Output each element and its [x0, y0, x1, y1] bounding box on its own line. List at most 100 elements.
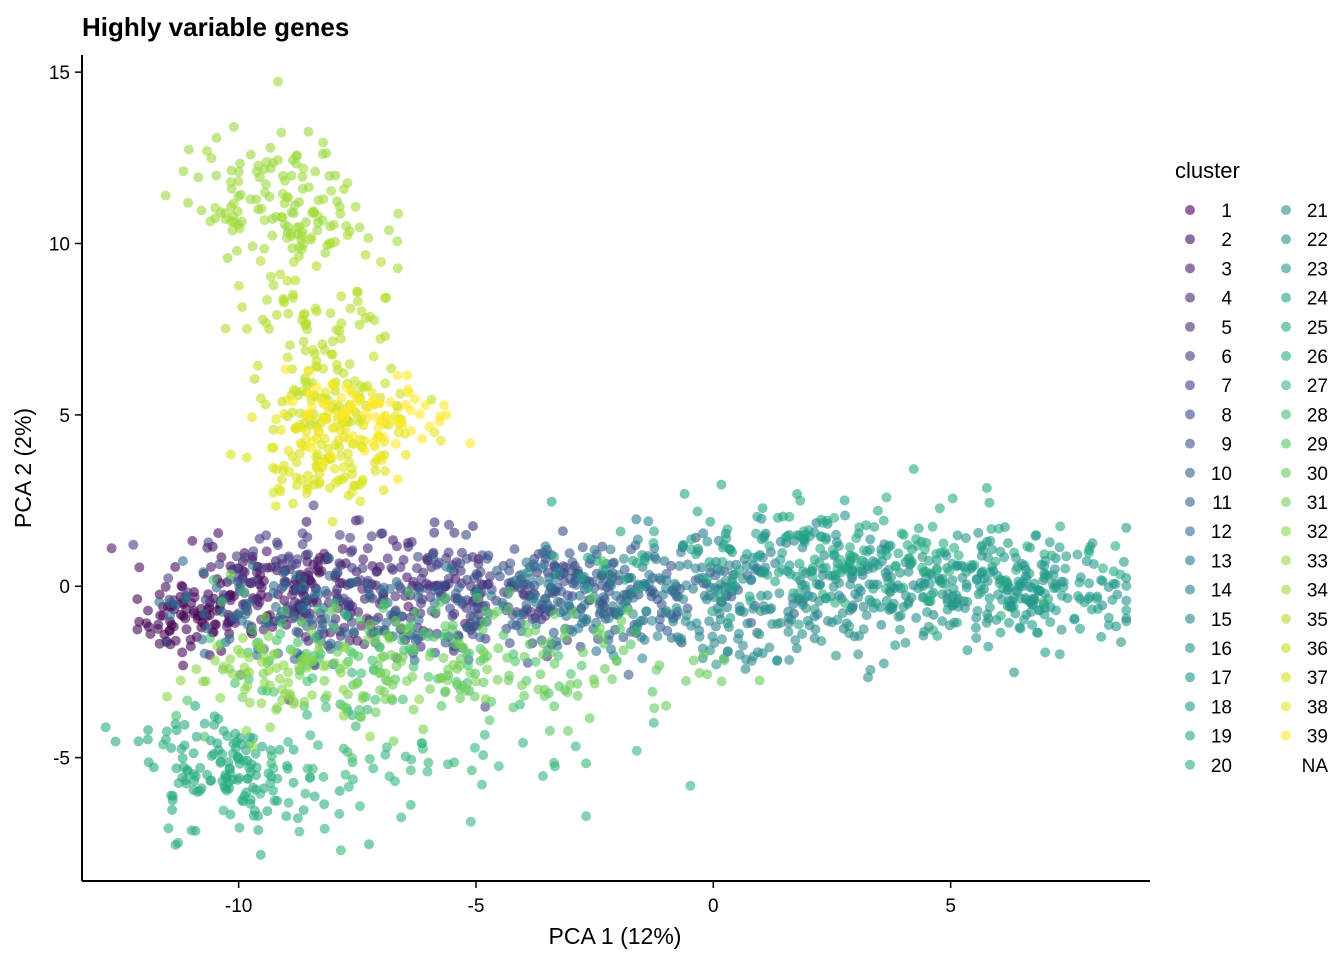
scatter-point-cluster-18	[1057, 590, 1067, 601]
scatter-point-cluster-21	[690, 563, 701, 574]
scatter-point-cluster-33	[178, 166, 189, 177]
scatter-point-cluster-38	[266, 442, 277, 453]
scatter-point-cluster-27	[581, 758, 592, 769]
scatter-point-cluster-27	[302, 709, 313, 720]
scatter-point-cluster-38	[320, 433, 330, 444]
scatter-point-cluster-14	[589, 544, 600, 555]
legend-label-27: 27	[1307, 376, 1328, 397]
scatter-point-cluster-29	[407, 645, 418, 656]
legend-key-24	[1281, 292, 1291, 303]
scatter-point-cluster-34	[320, 247, 331, 258]
scatter-point-cluster-31	[314, 639, 325, 650]
scatter-point-cluster-18	[1107, 595, 1118, 605]
y-tick-label: 10	[49, 235, 70, 256]
scatter-point-cluster-34	[206, 153, 217, 164]
scatter-point-cluster-24	[686, 534, 697, 545]
scatter-point-cluster-30	[607, 674, 618, 685]
scatter-point-cluster-24	[773, 567, 784, 578]
scatter-point-cluster-31	[357, 693, 368, 704]
scatter-point-cluster-34	[259, 215, 270, 226]
scatter-point-cluster-38	[320, 387, 331, 398]
scatter-point-cluster-26	[334, 786, 345, 796]
scatter-point-cluster-32	[338, 710, 349, 721]
legend-label-10: 10	[1211, 464, 1232, 485]
scatter-point-cluster-33	[303, 126, 314, 137]
scatter-point-cluster-24	[947, 558, 958, 569]
scatter-point-cluster-30	[584, 713, 595, 724]
legend-label-30: 30	[1307, 464, 1328, 485]
scatter-point-cluster-27	[518, 737, 528, 748]
scatter-point-cluster-24	[727, 581, 738, 592]
scatter-point-cluster-24	[792, 489, 803, 499]
scatter-point-cluster-39	[280, 364, 291, 375]
scatter-point-cluster-39	[397, 420, 408, 431]
scatter-point-cluster-26	[181, 778, 192, 789]
scatter-point-cluster-12	[291, 626, 302, 637]
scatter-point-cluster-30	[597, 630, 608, 641]
scatter-point-cluster-21	[678, 594, 689, 605]
scatter-point-cluster-27	[549, 757, 560, 768]
scatter-point-cluster-35	[365, 311, 376, 322]
scatter-point-cluster-33	[183, 197, 194, 208]
scatter-point-cluster-7	[128, 539, 139, 550]
scatter-point-cluster-30	[594, 622, 605, 633]
scatter-point-cluster-24	[692, 506, 703, 517]
scatter-point-cluster-6	[444, 519, 454, 530]
scatter-point-cluster-39	[435, 411, 446, 422]
scatter-point-cluster-19	[800, 580, 811, 591]
scatter-point-cluster-19	[885, 540, 896, 551]
scatter-point-cluster-27	[466, 765, 477, 776]
scatter-point-cluster-27	[305, 730, 316, 741]
scatter-point-cluster-34	[303, 182, 314, 193]
scatter-point-cluster-27	[348, 774, 358, 785]
scatter-point-cluster-23	[1034, 586, 1045, 597]
scatter-point-cluster-26	[253, 825, 264, 836]
scatter-point-cluster-39	[315, 413, 326, 424]
scatter-point-cluster-26	[234, 822, 245, 833]
scatter-point-cluster-24	[693, 543, 703, 554]
scatter-point-cluster-23	[917, 592, 928, 603]
scatter-point-cluster-7	[239, 552, 250, 563]
scatter-point-cluster-23	[975, 581, 985, 591]
scatter-point-cluster-14	[651, 554, 661, 565]
scatter-point-cluster-27	[283, 737, 294, 747]
scatter-point-cluster-32	[244, 652, 254, 663]
scatter-point-cluster-25	[177, 753, 188, 764]
scatter-point-cluster-26	[173, 778, 184, 789]
legend-label-6: 6	[1221, 347, 1232, 368]
legend-key-5	[1185, 321, 1195, 332]
scatter-point-cluster-29	[647, 686, 658, 697]
scatter-point-cluster-23	[1000, 522, 1010, 533]
scatter-point-cluster-27	[354, 801, 365, 812]
scatter-point-cluster-36	[287, 407, 298, 418]
scatter-point-cluster-7	[376, 528, 386, 539]
scatter-point-cluster-25	[166, 743, 177, 753]
scatter-point-cluster-19	[576, 572, 587, 583]
scatter-point-cluster-29	[355, 614, 366, 625]
legend-key-17	[1185, 672, 1195, 683]
scatter-point-cluster-25	[170, 718, 181, 729]
scatter-point-cluster-12	[307, 614, 317, 625]
scatter-point-cluster-33	[235, 158, 246, 169]
scatter-point-cluster-6	[416, 573, 427, 584]
scatter-point-cluster-22	[837, 608, 848, 619]
scatter-point-cluster-27	[581, 811, 592, 822]
scatter-point-cluster-22	[922, 607, 932, 618]
scatter-point-cluster-27	[307, 763, 318, 774]
scatter-point-cluster-15	[783, 606, 794, 617]
scatter-point-cluster-30	[661, 700, 672, 711]
scatter-point-cluster-19	[752, 551, 763, 562]
scatter-point-cluster-37	[288, 498, 298, 509]
scatter-point-cluster-33	[160, 190, 171, 201]
legend-label-3: 3	[1221, 259, 1232, 280]
scatter-point-cluster-35	[237, 302, 248, 313]
legend-label-37: 37	[1307, 668, 1328, 689]
scatter-point-cluster-26	[205, 776, 216, 786]
legend-key-35	[1281, 613, 1291, 624]
scatter-point-cluster-34	[392, 263, 403, 274]
scatter-point-cluster-23	[948, 583, 959, 594]
scatter-point-cluster-7	[254, 533, 265, 544]
scatter-point-cluster-7	[257, 562, 268, 573]
scatter-point-cluster-24	[734, 565, 745, 576]
scatter-point-cluster-34	[392, 236, 403, 247]
